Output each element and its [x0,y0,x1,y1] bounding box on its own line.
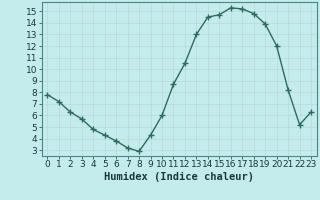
X-axis label: Humidex (Indice chaleur): Humidex (Indice chaleur) [104,172,254,182]
